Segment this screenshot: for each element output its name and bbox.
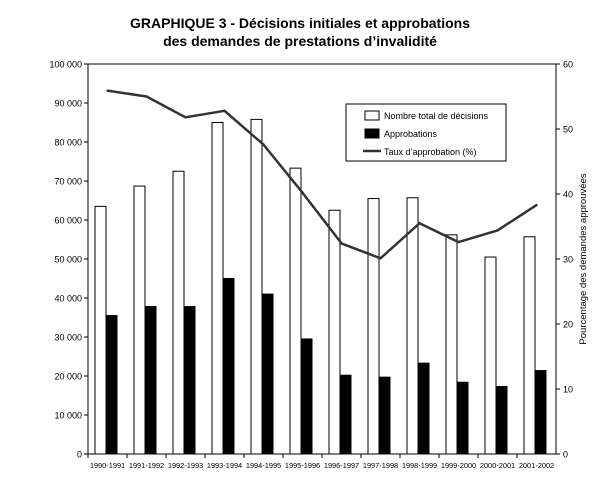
legend-label-approvals: Approbations — [384, 129, 438, 139]
bar-approvals-1997-1998 — [378, 376, 391, 455]
y-tick-label: 30 000 — [54, 333, 82, 343]
rate-point-1995-1996 — [301, 191, 304, 194]
bar-approvals-2001-2002 — [534, 370, 547, 455]
bar-total-2001-2002 — [523, 236, 536, 455]
y2-tick-label: 30 — [563, 255, 573, 265]
x-tick-label: 1996-1997 — [324, 461, 359, 470]
bar-total-1996-1997 — [328, 209, 341, 455]
bar-approvals-1991-1992 — [144, 306, 157, 455]
bar-approvals-1999-2000 — [456, 381, 469, 455]
rate-point-1999-2000 — [457, 240, 460, 244]
rate-point-1992-1993 — [184, 116, 187, 119]
legend-swatch-approvals — [364, 128, 380, 139]
y-tick-label: 100 000 — [49, 60, 82, 70]
bar-total-1992-1993 — [172, 170, 185, 455]
y2-tick-label: 10 — [563, 385, 573, 395]
bar-total-1993-1994 — [211, 122, 224, 455]
bar-approvals-1995-1996 — [300, 338, 313, 455]
bar-total-1998-1999 — [406, 197, 419, 455]
x-tick-label: 1994-1995 — [246, 461, 281, 470]
y-tick-label: 60 000 — [54, 216, 82, 226]
bar-total-2000-2001 — [484, 256, 497, 455]
y2-tick-label: 20 — [563, 320, 573, 330]
rate-line — [107, 89, 538, 260]
bar-approvals-1996-1997 — [339, 374, 352, 455]
bar-approvals-1993-1994 — [222, 278, 235, 455]
y-tick-label: 70 000 — [54, 177, 82, 187]
legend: Nombre total de décisions Approbations Tau… — [345, 103, 507, 162]
y-tick-label: 50 000 — [54, 255, 82, 265]
y-tick-label: 90 000 — [54, 99, 82, 109]
y2-tick-label: 40 — [563, 190, 573, 200]
bar-total-1990-1991 — [94, 205, 107, 455]
y2-axis-title: Pourcentage des demandes approuvées — [578, 173, 589, 344]
bar-total-1995-1996 — [289, 167, 302, 455]
x-tick-label: 1998-1999 — [402, 461, 437, 470]
x-tick-label: 2000-2001 — [480, 461, 515, 470]
bar-total-1999-2000 — [445, 234, 458, 455]
bar-approvals-1990-1991 — [105, 315, 118, 455]
bar-approvals-2000-2001 — [495, 386, 508, 455]
bar-total-1991-1992 — [133, 185, 146, 455]
x-tick-label: 1997-1998 — [363, 461, 398, 470]
rate-point-2000-2001 — [496, 229, 499, 232]
legend-label-rate: Taux d’approbation (%) — [384, 147, 477, 157]
x-tick-label: 1993-1994 — [207, 461, 242, 470]
chart-title: GRAPHIQUE 3 - Décisions initiales et app… — [0, 14, 600, 50]
y-tick-label: 10 000 — [54, 411, 82, 421]
y-tick-label: 20 000 — [54, 372, 82, 382]
rate-point-1994-1995 — [262, 143, 265, 146]
bar-approvals-1998-1999 — [417, 362, 430, 455]
rate-point-1998-1999 — [418, 222, 421, 225]
legend-label-totals: Nombre total de décisions — [384, 111, 489, 121]
y-tick-label: 0 — [77, 450, 82, 460]
bars-group — [94, 118, 547, 455]
bar-approvals-1994-1995 — [261, 293, 274, 455]
rate-point-1996-1997 — [340, 242, 343, 245]
rate-point-1997-1998 — [379, 257, 382, 260]
x-tick-label: 1992-1993 — [168, 461, 203, 470]
chart-title-line-2: des demandes de prestations d’invalidité — [163, 33, 437, 49]
bar-total-1997-1998 — [367, 198, 380, 455]
chart-title-line-1: GRAPHIQUE 3 - Décisions initiales et app… — [130, 15, 470, 31]
x-tick-label: 1995-1996 — [285, 461, 320, 470]
bar-total-1994-1995 — [250, 118, 263, 455]
legend-swatch-totals — [364, 110, 380, 121]
x-tick-label: 1990-1991 — [90, 461, 125, 470]
rate-point-1991-1992 — [145, 95, 148, 98]
x-tick-label: 2001-2002 — [519, 461, 554, 470]
y-tick-label: 40 000 — [54, 294, 82, 304]
rate-line-group — [106, 89, 538, 260]
y2-tick-label: 50 — [563, 125, 573, 135]
bar-approvals-1992-1993 — [183, 306, 196, 455]
x-tick-label: 1991-1992 — [129, 461, 164, 470]
rate-point-1993-1994 — [223, 109, 226, 113]
y2-tick-label: 0 — [563, 450, 568, 460]
axes-group: 0 10 000 20 000 30 000 40 000 50 000 60 000 70 … — [49, 60, 589, 471]
rate-point-2001-2002 — [535, 203, 538, 207]
rate-point-1990-1991 — [106, 89, 109, 92]
x-tick-label: 1999-2000 — [441, 461, 476, 470]
y-tick-label: 80 000 — [54, 138, 82, 148]
y2-tick-label: 60 — [563, 60, 573, 70]
